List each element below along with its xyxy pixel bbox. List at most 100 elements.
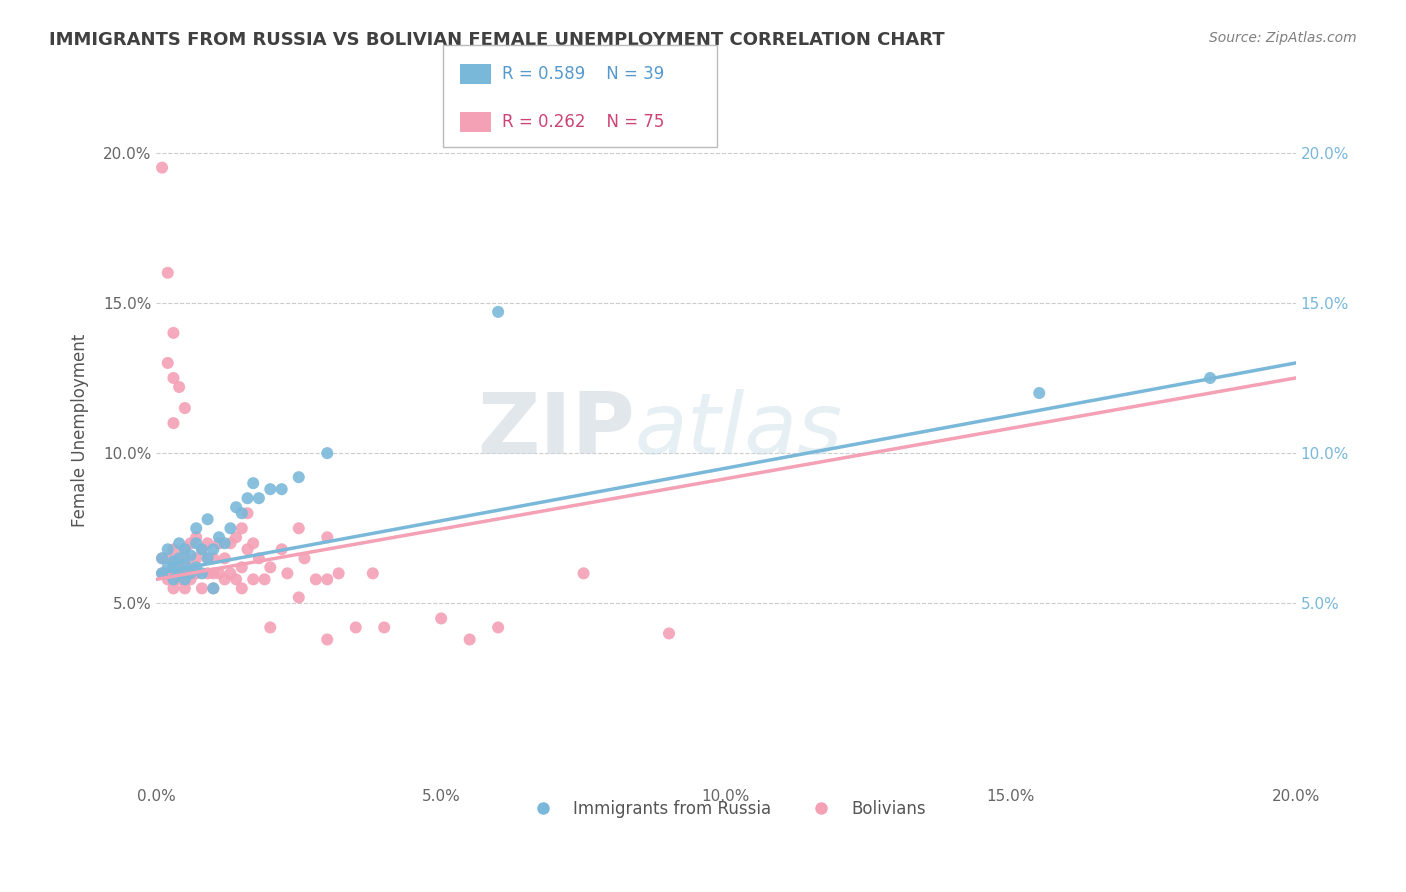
Text: IMMIGRANTS FROM RUSSIA VS BOLIVIAN FEMALE UNEMPLOYMENT CORRELATION CHART: IMMIGRANTS FROM RUSSIA VS BOLIVIAN FEMAL…: [49, 31, 945, 49]
Point: [186, 530, 208, 544]
Point: [162, 573, 184, 587]
Point: [214, 551, 236, 566]
Point: [167, 573, 190, 587]
Text: atlas: atlas: [636, 389, 842, 472]
Point: [231, 521, 253, 535]
Point: [162, 566, 184, 581]
Point: [231, 582, 253, 596]
Point: [242, 536, 264, 550]
Point: [259, 560, 281, 574]
Point: [225, 530, 247, 544]
Point: [156, 573, 179, 587]
Point: [180, 536, 202, 550]
Point: [173, 542, 195, 557]
Text: ZIP: ZIP: [477, 389, 636, 472]
Point: [202, 542, 225, 557]
Point: [197, 566, 219, 581]
Point: [202, 582, 225, 596]
Point: [167, 380, 190, 394]
Point: [344, 620, 367, 634]
Point: [287, 470, 309, 484]
Point: [430, 611, 453, 625]
Point: [316, 530, 339, 544]
Point: [191, 542, 214, 557]
Point: [316, 632, 339, 647]
Point: [197, 536, 219, 550]
Point: [202, 551, 225, 566]
Point: [225, 500, 247, 515]
Point: [486, 620, 509, 634]
Point: [208, 566, 231, 581]
Point: [156, 542, 179, 557]
Point: [219, 536, 242, 550]
Point: [191, 582, 214, 596]
Point: [236, 542, 259, 557]
Point: [162, 416, 184, 430]
Point: [328, 566, 350, 581]
Point: [156, 551, 179, 566]
Point: [202, 582, 225, 596]
Point: [1199, 371, 1222, 385]
Point: [186, 560, 208, 574]
Point: [373, 620, 395, 634]
Point: [231, 560, 253, 574]
Point: [162, 371, 184, 385]
Point: [197, 551, 219, 566]
Point: [219, 566, 242, 581]
Point: [150, 566, 173, 581]
Point: [162, 560, 184, 574]
Point: [150, 161, 173, 175]
Point: [259, 620, 281, 634]
Point: [167, 566, 190, 581]
Point: [180, 549, 202, 563]
Point: [1028, 386, 1050, 401]
Point: [305, 573, 328, 587]
Point: [173, 573, 195, 587]
Point: [214, 536, 236, 550]
Point: [162, 326, 184, 340]
Point: [276, 566, 298, 581]
Point: [186, 566, 208, 581]
Point: [259, 482, 281, 496]
Text: Source: ZipAtlas.com: Source: ZipAtlas.com: [1209, 31, 1357, 45]
Point: [572, 566, 595, 581]
Point: [214, 573, 236, 587]
Text: R = 0.262    N = 75: R = 0.262 N = 75: [502, 113, 664, 131]
Point: [253, 573, 276, 587]
Point: [361, 566, 384, 581]
Point: [173, 542, 195, 557]
Point: [287, 591, 309, 605]
Point: [173, 401, 195, 415]
Point: [186, 521, 208, 535]
Point: [162, 560, 184, 574]
Point: [167, 551, 190, 566]
Point: [156, 560, 179, 574]
Point: [197, 512, 219, 526]
Point: [180, 560, 202, 574]
Legend: Immigrants from Russia, Bolivians: Immigrants from Russia, Bolivians: [520, 794, 932, 825]
Point: [219, 521, 242, 535]
Text: R = 0.589    N = 39: R = 0.589 N = 39: [502, 65, 664, 83]
Point: [162, 542, 184, 557]
Point: [202, 566, 225, 581]
Point: [287, 521, 309, 535]
Point: [180, 566, 202, 581]
Point: [150, 551, 173, 566]
Point: [186, 551, 208, 566]
Point: [225, 573, 247, 587]
Point: [167, 560, 190, 574]
Point: [197, 551, 219, 566]
Point: [242, 476, 264, 491]
Point: [458, 632, 481, 647]
Point: [316, 446, 339, 460]
Point: [156, 356, 179, 370]
Y-axis label: Female Unemployment: Female Unemployment: [72, 334, 89, 527]
Point: [173, 582, 195, 596]
Point: [270, 482, 292, 496]
Point: [316, 573, 339, 587]
Point: [167, 551, 190, 566]
Point: [658, 626, 681, 640]
Point: [191, 542, 214, 557]
Point: [294, 551, 316, 566]
Point: [173, 551, 195, 566]
